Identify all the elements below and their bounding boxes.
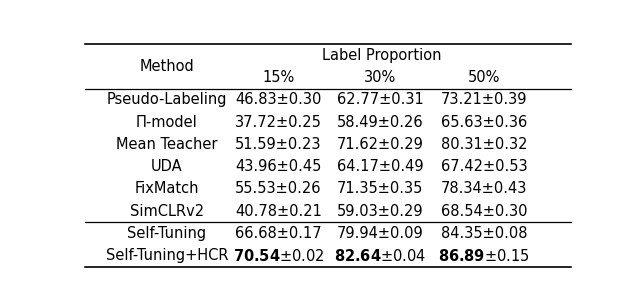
Text: Label Proportion: Label Proportion: [321, 48, 441, 63]
Text: Pseudo-Labeling: Pseudo-Labeling: [106, 92, 227, 107]
Text: 71.35±0.35: 71.35±0.35: [337, 181, 423, 197]
Text: 79.94±0.09: 79.94±0.09: [337, 226, 424, 241]
Text: 64.17±0.49: 64.17±0.49: [337, 159, 424, 174]
Text: 65.63±0.36: 65.63±0.36: [441, 115, 527, 130]
Text: 55.53±0.26: 55.53±0.26: [235, 181, 322, 197]
Text: 37.72±0.25: 37.72±0.25: [235, 115, 322, 130]
Text: 67.42±0.53: 67.42±0.53: [441, 159, 527, 174]
Text: FixMatch: FixMatch: [134, 181, 199, 197]
Text: 43.96±0.45: 43.96±0.45: [236, 159, 321, 174]
Text: 30%: 30%: [364, 70, 396, 85]
Text: 73.21±0.39: 73.21±0.39: [441, 92, 527, 107]
Text: 46.83±0.30: 46.83±0.30: [236, 92, 321, 107]
Text: Π-model: Π-model: [136, 115, 198, 130]
Text: $\mathbf{82.64}$±0.04: $\mathbf{82.64}$±0.04: [334, 248, 426, 264]
Text: 71.62±0.29: 71.62±0.29: [337, 137, 424, 152]
Text: 62.77±0.31: 62.77±0.31: [337, 92, 424, 107]
Text: UDA: UDA: [151, 159, 182, 174]
Text: 50%: 50%: [468, 70, 500, 85]
Text: 66.68±0.17: 66.68±0.17: [235, 226, 322, 241]
Text: Self-Tuning+HCR: Self-Tuning+HCR: [106, 248, 228, 263]
Text: 84.35±0.08: 84.35±0.08: [441, 226, 527, 241]
Text: Self-Tuning: Self-Tuning: [127, 226, 206, 241]
Text: SimCLRv2: SimCLRv2: [130, 204, 204, 219]
Text: 59.03±0.29: 59.03±0.29: [337, 204, 424, 219]
Text: 68.54±0.30: 68.54±0.30: [441, 204, 527, 219]
Text: 58.49±0.26: 58.49±0.26: [337, 115, 424, 130]
Text: 40.78±0.21: 40.78±0.21: [235, 204, 322, 219]
Text: Method: Method: [140, 59, 194, 74]
Text: Mean Teacher: Mean Teacher: [116, 137, 218, 152]
Text: $\mathbf{86.89}$±0.15: $\mathbf{86.89}$±0.15: [438, 248, 530, 264]
Text: 15%: 15%: [262, 70, 294, 85]
Text: 51.59±0.23: 51.59±0.23: [235, 137, 322, 152]
Text: 80.31±0.32: 80.31±0.32: [441, 137, 527, 152]
Text: $\mathbf{70.54}$±0.02: $\mathbf{70.54}$±0.02: [232, 248, 324, 264]
Text: 78.34±0.43: 78.34±0.43: [441, 181, 527, 197]
